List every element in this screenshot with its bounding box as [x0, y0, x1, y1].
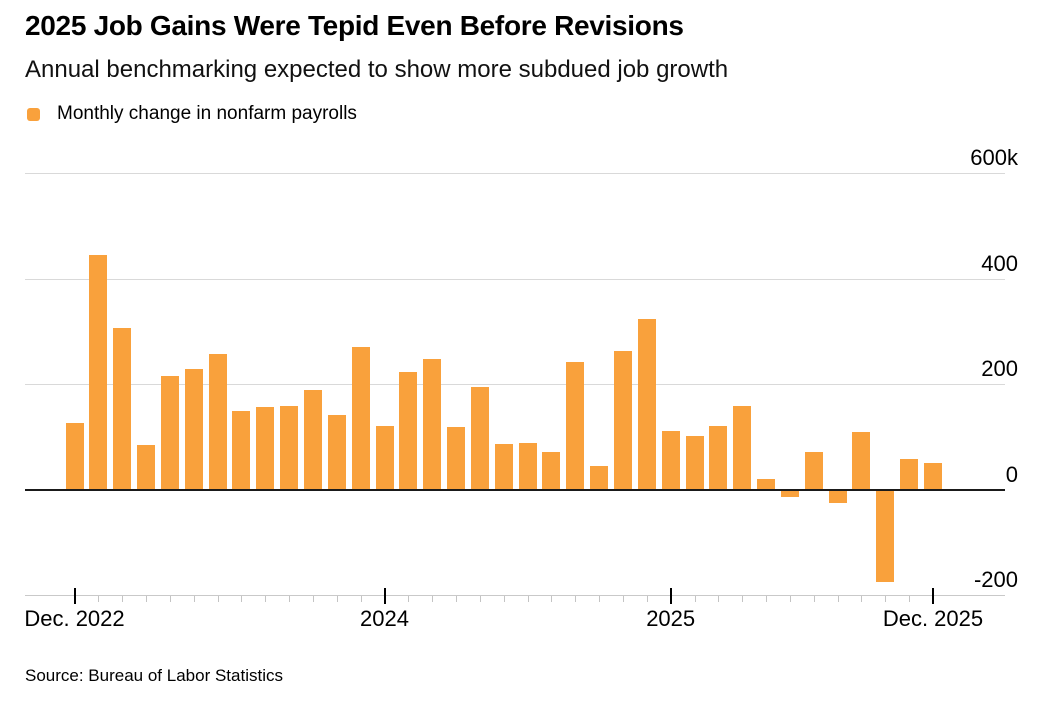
- legend-label: Monthly change in nonfarm payrolls: [57, 103, 357, 124]
- bar: [65, 423, 84, 490]
- axis-tick: [146, 596, 148, 602]
- bar: [709, 425, 728, 490]
- bar: [494, 443, 513, 490]
- bar: [661, 430, 680, 490]
- axis-tick: [622, 596, 624, 602]
- axis-tick: [98, 596, 100, 602]
- axis-tick: [479, 596, 481, 602]
- zero-baseline: [25, 488, 1005, 491]
- axis-tick: [885, 596, 887, 602]
- bar: [804, 452, 823, 490]
- axis-tick: [909, 596, 911, 602]
- axis-tick: [503, 596, 505, 602]
- bar: [89, 254, 108, 490]
- axis-tick: [289, 596, 291, 602]
- x-axis-label: Dec. 2022: [24, 606, 125, 631]
- axis-tick: [575, 596, 577, 602]
- bar: [327, 415, 346, 490]
- bar: [423, 359, 442, 490]
- page-title: 2025 Job Gains Were Tepid Even Before Re…: [25, 10, 684, 41]
- bar: [780, 489, 799, 497]
- bar: [470, 387, 489, 490]
- axis-tick: [312, 596, 314, 602]
- axis-tick: [456, 596, 458, 602]
- gridline: [25, 384, 1005, 385]
- axis-tick: [169, 596, 171, 602]
- y-axis-label: 600k: [970, 145, 1018, 170]
- bar: [208, 353, 227, 490]
- gridline: [25, 173, 1005, 174]
- bar: [447, 427, 466, 490]
- bar: [828, 489, 847, 503]
- bar: [280, 405, 299, 490]
- axis-tick: [408, 596, 410, 602]
- axis-tick: [432, 596, 434, 602]
- axis-tick: [217, 596, 219, 602]
- axis-tick: [241, 596, 243, 602]
- bar: [160, 375, 179, 490]
- bar: [685, 435, 704, 490]
- axis-tick: [813, 596, 815, 602]
- bar: [900, 459, 919, 490]
- bar: [566, 362, 585, 490]
- legend-swatch-icon: [27, 107, 40, 121]
- axis-tick: [193, 596, 195, 602]
- axis-tick-major: [931, 588, 934, 604]
- bar: [137, 444, 156, 490]
- axis-tick: [837, 596, 839, 602]
- bar: [733, 405, 752, 490]
- axis-tick: [265, 596, 267, 602]
- bar: [757, 479, 776, 490]
- axis-tick: [360, 596, 362, 602]
- axis-tick: [694, 596, 696, 602]
- axis-tick: [789, 596, 791, 602]
- legend: Monthly change in nonfarm payrolls: [27, 103, 357, 125]
- axis-tick: [742, 596, 744, 602]
- bar: [375, 426, 394, 490]
- page-subtitle: Annual benchmarking expected to show mor…: [25, 56, 729, 83]
- gridline: [25, 278, 1005, 280]
- axis-tick: [861, 596, 863, 602]
- axis-tick: [599, 596, 601, 602]
- y-axis-label: 200: [981, 356, 1018, 381]
- bar: [613, 351, 632, 490]
- bar: [232, 411, 251, 490]
- axis-tick-major: [73, 588, 76, 604]
- bar: [256, 406, 275, 490]
- axis-tick: [766, 596, 768, 602]
- axis-tick: [122, 596, 124, 602]
- x-axis-label: 2025: [646, 606, 696, 631]
- bar: [399, 372, 418, 490]
- y-axis-label: 400: [981, 250, 1018, 276]
- bar: [113, 328, 132, 490]
- bar: [852, 432, 871, 490]
- bar: [303, 390, 322, 490]
- y-axis-label: 0: [1005, 461, 1018, 487]
- bar: [518, 442, 537, 490]
- axis-tick: [551, 596, 553, 602]
- bar: [876, 489, 895, 583]
- source-note: Source: Bureau of Labor Statistics: [25, 666, 283, 685]
- axis-tick: [527, 596, 529, 602]
- axis-tick: [718, 596, 720, 602]
- axis-tick-major: [383, 588, 386, 604]
- axis-tick: [646, 596, 648, 602]
- axis-tick: [336, 596, 338, 602]
- bar: [923, 462, 942, 490]
- axis-tick-major: [669, 588, 672, 604]
- bar: [184, 369, 203, 490]
- x-axis-label: 2024: [360, 606, 409, 631]
- bar: [542, 452, 561, 490]
- y-axis-label: -200: [973, 567, 1018, 592]
- bar: [590, 466, 609, 490]
- bar: [351, 347, 370, 490]
- x-axis-label: Dec. 2025: [882, 606, 984, 631]
- x-axis-line: [25, 595, 1005, 596]
- bar: [637, 318, 656, 490]
